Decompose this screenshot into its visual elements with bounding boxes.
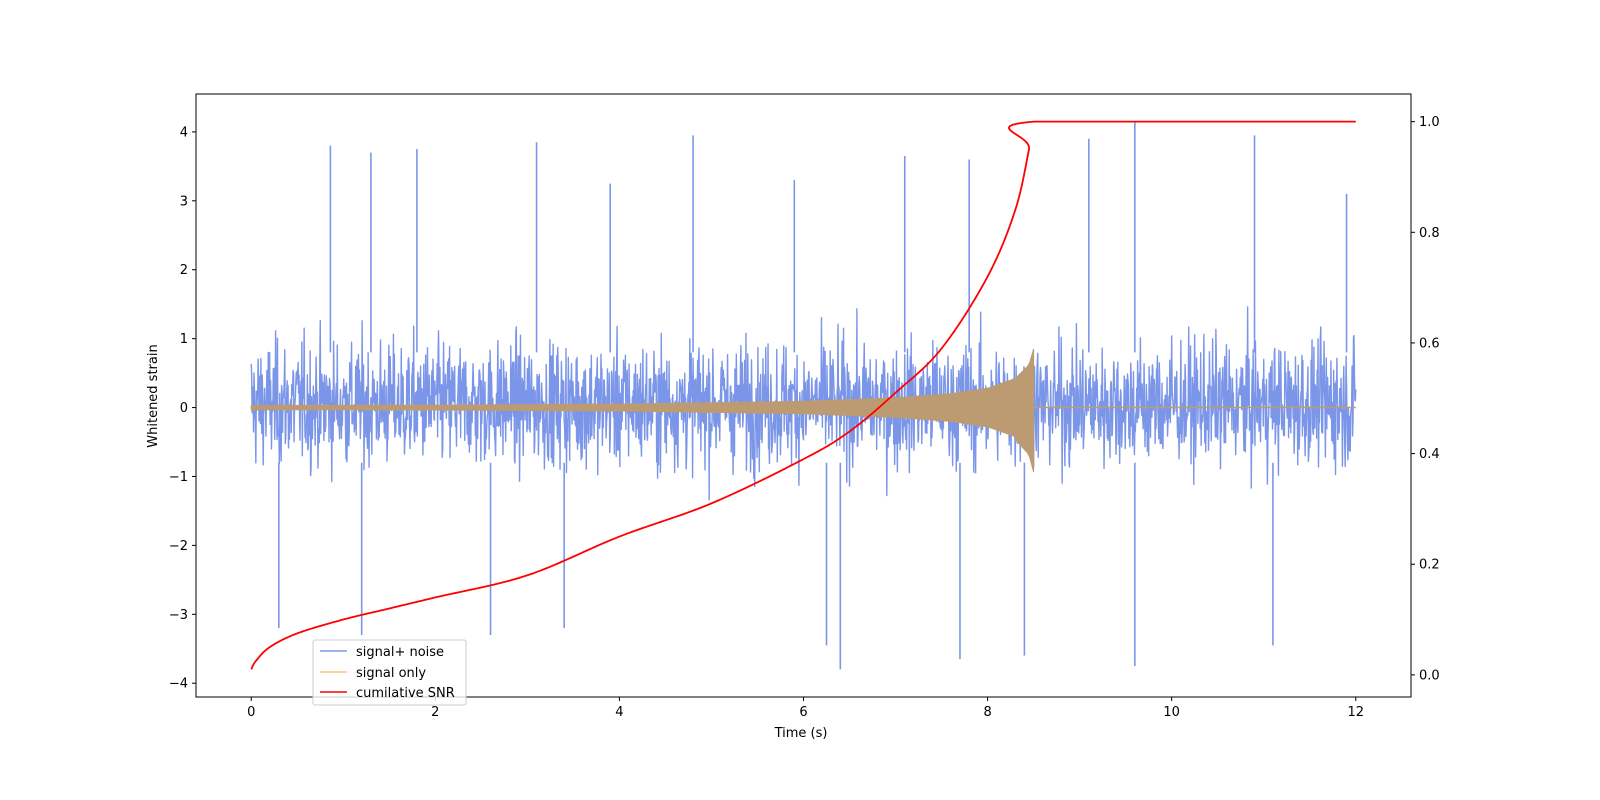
series-signal-noise: [250, 121, 1357, 670]
y-axis-left: −4 −3 −2 −1 0 1 2 3 4: [169, 125, 196, 692]
x-tick-label: 8: [983, 705, 991, 720]
y-tick-label: 2: [180, 263, 188, 278]
x-tick-label: 6: [799, 705, 807, 720]
signal-envelope: [250, 348, 1035, 473]
y-tick-label: −1: [169, 470, 188, 485]
legend-label-signal-only: signal only: [356, 666, 426, 681]
x-tick-label: 0: [247, 705, 255, 720]
series-cumulative-snr: [250, 120, 1356, 670]
x-axis-label: Time (s): [774, 726, 828, 741]
legend-box: [312, 639, 467, 706]
x-axis: 0 2 4 6 8 10 12: [247, 697, 1364, 720]
y-axis-right: 0.0 0.2 0.4 0.6 0.8 1.0: [1411, 115, 1440, 683]
legend-label-cumulative-snr: cumilative SNR: [356, 686, 455, 701]
snr-line: [250, 120, 1356, 670]
y-tick-label: 0: [180, 401, 188, 416]
x-tick-label: 10: [1163, 705, 1180, 720]
legend: signal+ noise signal only cumilative SNR: [312, 639, 467, 706]
y2-tick-label: 1.0: [1419, 115, 1440, 130]
y-tick-label: 1: [180, 332, 188, 347]
y-tick-label: 3: [180, 194, 188, 209]
y-tick-label: −2: [169, 539, 188, 554]
y2-tick-label: 0.0: [1419, 668, 1440, 683]
y2-tick-label: 0.6: [1419, 336, 1440, 351]
x-tick-label: 2: [431, 705, 439, 720]
legend-label-signal-noise: signal+ noise: [356, 645, 444, 660]
series-signal-only: [250, 348, 1356, 473]
y-tick-label: −3: [169, 608, 188, 623]
y2-tick-label: 0.8: [1419, 226, 1440, 241]
y2-tick-label: 0.2: [1419, 558, 1440, 573]
y-axis-label: Whitened strain: [146, 344, 161, 447]
x-tick-label: 4: [615, 705, 623, 720]
x-tick-label: 12: [1347, 705, 1364, 720]
plot-area: [250, 120, 1357, 670]
y2-tick-label: 0.4: [1419, 447, 1440, 462]
y-tick-label: 4: [180, 125, 188, 140]
noise-trace: [250, 306, 1357, 501]
y-tick-label: −4: [169, 677, 188, 692]
